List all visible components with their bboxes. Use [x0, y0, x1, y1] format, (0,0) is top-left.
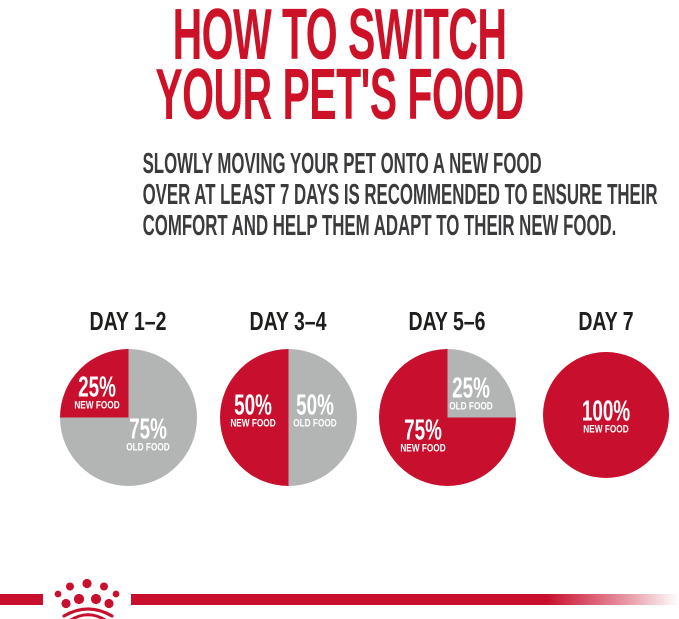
slice-label-old-food: 50% OLD FOOD	[285, 389, 343, 430]
slice-label-new-food: 100% NEW FOOD	[569, 395, 643, 436]
day-heading-3-4: DAY 3–4	[249, 306, 327, 336]
day-heading-1-2: DAY 1–2	[89, 306, 167, 336]
slice-name: OLD FOOD	[448, 400, 493, 413]
slice-name: NEW FOOD	[74, 399, 120, 412]
slice-label-old-food: 75% OLD FOOD	[118, 413, 176, 454]
slice-name: NEW FOOD	[583, 423, 629, 436]
pie-chart-day-7: 100% NEW FOOD	[543, 352, 669, 478]
slice-percent: 75%	[404, 414, 442, 447]
day-heading-7: DAY 7	[578, 306, 634, 336]
royal-canin-crown-icon	[54, 578, 120, 619]
slice-label-old-food: 25% OLD FOOD	[441, 372, 499, 413]
slice-name: OLD FOOD	[125, 441, 170, 454]
subtitle-line-1: SLOWLY MOVING YOUR PET ONTO A NEW FOOD	[142, 148, 542, 180]
subtitle-line-3: COMFORT AND HELP THEM ADAPT TO THEIR NEW…	[142, 210, 617, 242]
chart-day-3-4: DAY 3–4 50% NEW FOOD 50% OLD FOOD	[203, 308, 373, 493]
slice-percent: 75%	[128, 413, 167, 446]
subtitle: SLOWLY MOVING YOUR PET ONTO A NEW FOOD O…	[0, 149, 679, 242]
footer-divider-right	[131, 594, 679, 605]
chart-day-1-2: DAY 1–2 25% NEW FOOD 75% OLD FOOD	[43, 308, 213, 493]
slice-label-new-food: 25% NEW FOOD	[67, 371, 128, 412]
slice-name: NEW FOOD	[400, 442, 446, 455]
slice-percent: 50%	[295, 389, 334, 422]
title-line-1: HOW TO SWITCH	[172, 0, 507, 75]
slice-percent: 100%	[581, 395, 631, 428]
chart-day-5-6: DAY 5–6 25% OLD FOOD 75% NEW FOOD	[362, 308, 532, 493]
slice-percent: 50%	[233, 389, 272, 422]
slice-label-new-food: 50% NEW FOOD	[222, 389, 283, 430]
chart-day-7: DAY 7 100% NEW FOOD	[521, 308, 679, 493]
day-heading-5-6: DAY 5–6	[408, 306, 486, 336]
slice-label-new-food: 75% NEW FOOD	[393, 414, 454, 455]
slice-percent: 25%	[451, 372, 490, 405]
title-line-2: YOUR PET'S FOOD	[155, 55, 524, 135]
subtitle-line-2: OVER AT LEAST 7 DAYS IS RECOMMENDED TO E…	[142, 179, 658, 211]
pie-chart-day-3-4: 50% NEW FOOD 50% OLD FOOD	[219, 349, 357, 486]
slice-name: NEW FOOD	[229, 417, 276, 430]
footer-divider-left	[0, 594, 43, 605]
page-title: HOW TO SWITCH YOUR PET'S FOOD	[0, 0, 679, 135]
pie-chart-day-1-2: 25% NEW FOOD 75% OLD FOOD	[59, 349, 197, 486]
pie-chart-day-5-6: 25% OLD FOOD 75% NEW FOOD	[378, 349, 516, 486]
slice-percent: 25%	[78, 371, 116, 404]
slice-name: OLD FOOD	[292, 417, 337, 430]
